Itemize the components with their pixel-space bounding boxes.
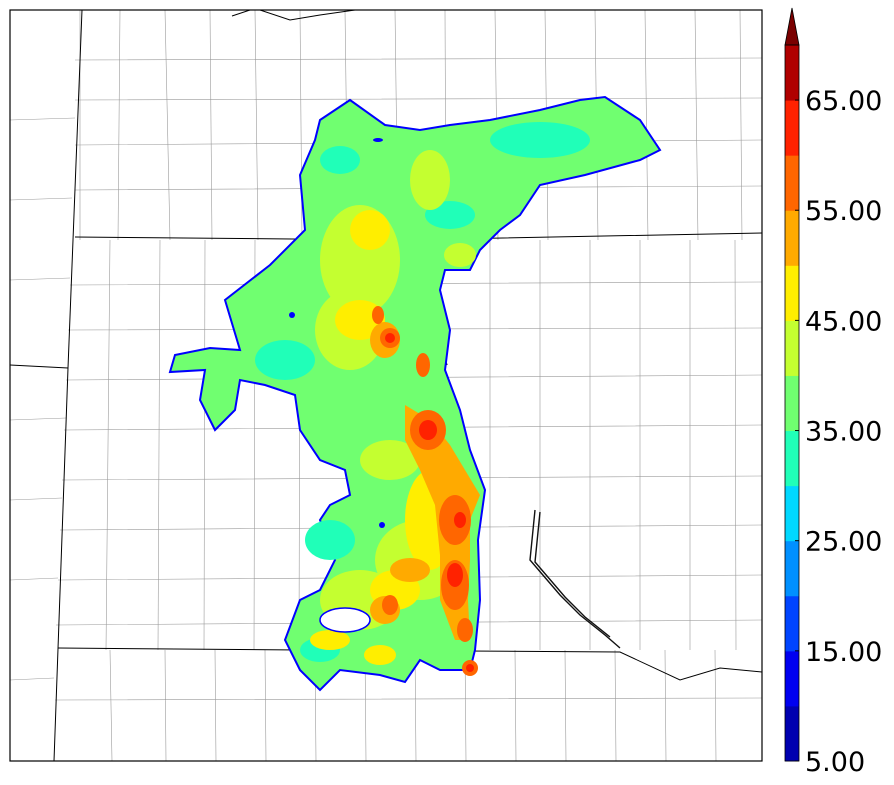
map-frame: [9, 9, 763, 762]
colorbar-segment: [785, 320, 799, 376]
colorbar-segment: [785, 265, 799, 321]
colorbar-segment: [785, 45, 799, 101]
colorbar-segment: [785, 485, 799, 542]
reflectivity-field: [168, 95, 662, 692]
colorbar-tick-label: 55.00: [805, 196, 882, 227]
colorbar-segment: [785, 650, 799, 707]
colorbar: 5.00 15.00 25.00 35.00 45.00 55.00 65.00: [784, 7, 882, 778]
colorbar-segment: [785, 595, 799, 652]
colorbar-segment: [785, 430, 799, 487]
colorbar-tick-label: 65.00: [805, 86, 882, 117]
colorbar-segment: [785, 100, 799, 156]
colorbar-segment: [785, 705, 799, 762]
colorbar-tick-label: 25.00: [805, 527, 882, 558]
colorbar-segment: [785, 155, 799, 211]
colorbar-tick-label: 35.00: [805, 417, 882, 448]
colorbar-tick-label: 5.00: [805, 747, 865, 778]
colorbar-outline: [784, 44, 800, 762]
storm-region: [168, 95, 662, 692]
colorbar-segment: [785, 210, 799, 266]
colorbar-extend-arrow: [784, 7, 800, 46]
colorbar-tick-label: 45.00: [805, 306, 882, 337]
colorbar-segment: [785, 540, 799, 597]
colorbar-tick-label: 15.00: [805, 637, 882, 668]
colorbar-segment: [785, 375, 799, 432]
